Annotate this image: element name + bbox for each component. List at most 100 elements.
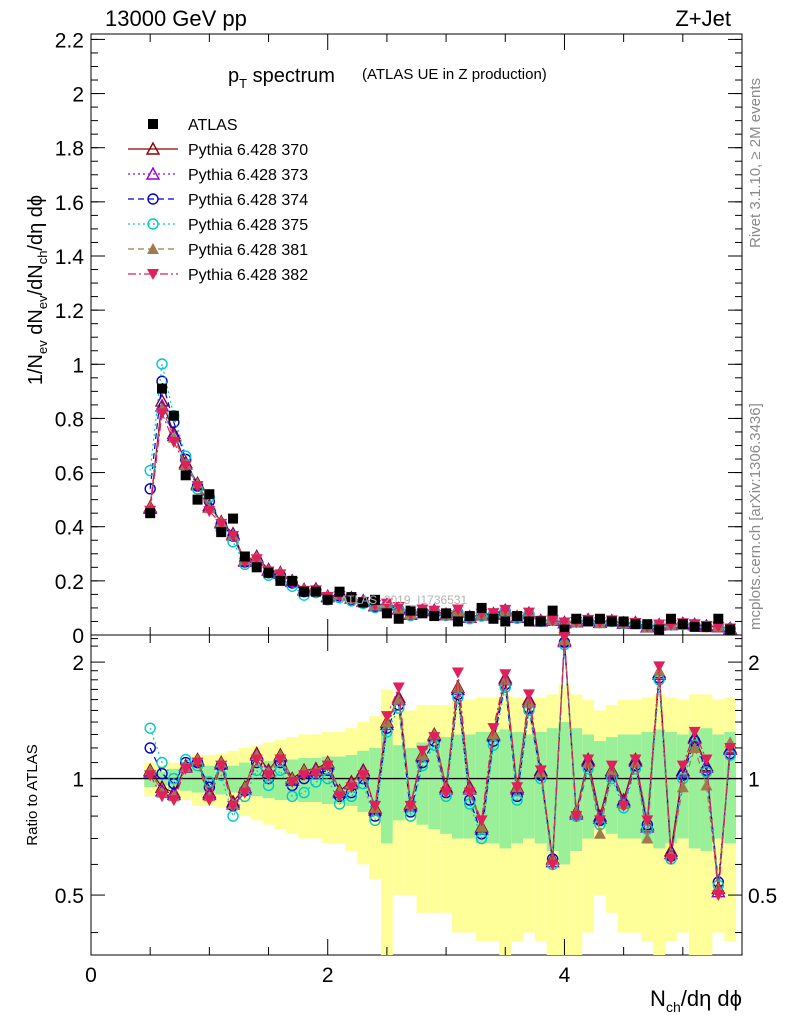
ratio-band-inner bbox=[380, 731, 393, 844]
analysis-watermark: ATLAS_2019_I1736531 bbox=[340, 593, 468, 607]
atlas-data-point bbox=[310, 586, 321, 597]
ratio-panel-frame bbox=[90, 634, 743, 956]
ratio-band-inner bbox=[309, 758, 322, 802]
ratio-series-point bbox=[712, 890, 725, 902]
ratio-series-point bbox=[534, 765, 547, 777]
ratio-band-inner bbox=[428, 739, 441, 830]
ratio-series-point bbox=[144, 770, 157, 782]
legend-label: Pythia 6.428 373 bbox=[188, 167, 308, 184]
ratio-band-inner bbox=[499, 729, 512, 849]
atlas-data-point bbox=[180, 470, 191, 481]
atlas-data-point bbox=[429, 611, 440, 622]
legend-marker bbox=[147, 218, 159, 230]
ratio-series-point bbox=[629, 754, 642, 766]
main-series-point bbox=[487, 608, 500, 620]
main-series-point bbox=[227, 531, 240, 543]
process-label: Z+Jet bbox=[675, 6, 731, 31]
ratio-series-point bbox=[309, 768, 322, 780]
ratio-band-inner bbox=[582, 734, 595, 839]
ratio-series-point bbox=[191, 757, 204, 769]
legend-marker bbox=[145, 166, 161, 180]
legend-label: Pythia 6.428 382 bbox=[188, 267, 308, 284]
atlas-data-point bbox=[145, 508, 156, 519]
ratio-series-point bbox=[475, 832, 488, 845]
ratio-series-point bbox=[168, 772, 180, 785]
ratio-series-point bbox=[676, 781, 689, 793]
ratio-series-point bbox=[321, 760, 334, 772]
ratio-series-point bbox=[262, 770, 275, 782]
ratio-band-inner bbox=[321, 756, 334, 804]
main-series-line bbox=[149, 381, 731, 630]
ylabel-part: 1/N bbox=[25, 354, 47, 385]
ratio-series-point bbox=[558, 632, 571, 644]
ratio-y-tick-label-right: 0.5 bbox=[748, 885, 777, 908]
atlas-data-point bbox=[192, 494, 203, 505]
main-y-tick-label: 1.6 bbox=[55, 192, 84, 215]
atlas-data-point bbox=[677, 619, 688, 630]
atlas-data-point bbox=[630, 619, 641, 630]
ratio-series-point bbox=[640, 819, 655, 833]
x-tick-label: 0 bbox=[85, 964, 97, 987]
mcplots-reference-label: mcplots.cern.ch [arXiv:1306.3436] bbox=[747, 403, 764, 630]
ratio-series-point bbox=[593, 827, 606, 839]
atlas-data-point bbox=[263, 567, 274, 578]
ratio-band-inner bbox=[665, 731, 677, 844]
ratio-series-layer bbox=[143, 632, 738, 902]
ratio-band-inner bbox=[641, 731, 654, 844]
main-series-point bbox=[215, 518, 228, 530]
atlas-data-point bbox=[251, 562, 262, 573]
ratio-band-inner bbox=[629, 734, 642, 839]
main-y-tick-label: 1 bbox=[72, 354, 84, 377]
ratio-series-point bbox=[653, 661, 666, 673]
main-series-point bbox=[451, 604, 464, 616]
atlas-data-point bbox=[322, 594, 333, 605]
legend-marker bbox=[147, 243, 159, 254]
ratio-series-point bbox=[203, 776, 216, 788]
ratio-series-point bbox=[605, 760, 618, 772]
atlas-data-point bbox=[559, 624, 570, 635]
atlas-data-point bbox=[713, 613, 724, 624]
atlas-data-point bbox=[168, 410, 179, 421]
energy-label: 13000 GeV pp bbox=[105, 6, 247, 31]
atlas-data-point bbox=[642, 619, 653, 630]
legend-label: ATLAS bbox=[188, 117, 238, 134]
ratio-series-point bbox=[345, 782, 358, 794]
atlas-data-point bbox=[654, 624, 665, 635]
atlas-data-point bbox=[381, 608, 392, 619]
ratio-series-point bbox=[298, 786, 310, 799]
ratio-band-inner bbox=[546, 728, 559, 851]
main-series-point bbox=[203, 506, 216, 518]
atlas-data-point bbox=[689, 621, 700, 632]
ratio-band-inner bbox=[250, 762, 263, 797]
atlas-data-point bbox=[535, 616, 546, 627]
ratio-series-point bbox=[570, 811, 583, 823]
atlas-data-point bbox=[523, 616, 534, 627]
ratio-series-point bbox=[676, 760, 689, 772]
ratio-band-inner bbox=[617, 734, 630, 839]
main-series-point bbox=[191, 481, 204, 493]
ratio-series-point bbox=[357, 770, 370, 782]
ratio-y-tick-label-right: 2 bbox=[748, 652, 760, 675]
legend: ATLAS Pythia 6.428 370 Pythia 6.428 373 Pyt… bbox=[128, 117, 308, 284]
main-series-point bbox=[522, 607, 535, 619]
main-y-tick-label: 1.4 bbox=[55, 246, 85, 269]
ratio-series-point bbox=[688, 726, 701, 738]
ratio-band-inner bbox=[594, 741, 606, 827]
ratio-series-point bbox=[179, 763, 192, 775]
chart-title-p: p bbox=[228, 65, 239, 87]
ratio-series-point bbox=[688, 741, 701, 753]
ratio-series-point bbox=[227, 810, 239, 822]
atlas-data-point bbox=[594, 613, 605, 624]
ratio-band-inner bbox=[724, 731, 737, 844]
ratio-series-point bbox=[641, 832, 654, 844]
main-series-point bbox=[712, 621, 725, 633]
ratio-series-point bbox=[392, 693, 405, 705]
ratio-series-point bbox=[487, 739, 500, 751]
legend-marker bbox=[145, 141, 161, 155]
ratio-y-tick-label: 1 bbox=[72, 769, 84, 792]
ratio-series-point bbox=[286, 776, 299, 788]
ratio-series-point bbox=[250, 754, 263, 766]
ratio-y-tick-label: 0.5 bbox=[55, 885, 84, 908]
atlas-data-point bbox=[417, 608, 428, 619]
ratio-series-point bbox=[156, 767, 168, 780]
